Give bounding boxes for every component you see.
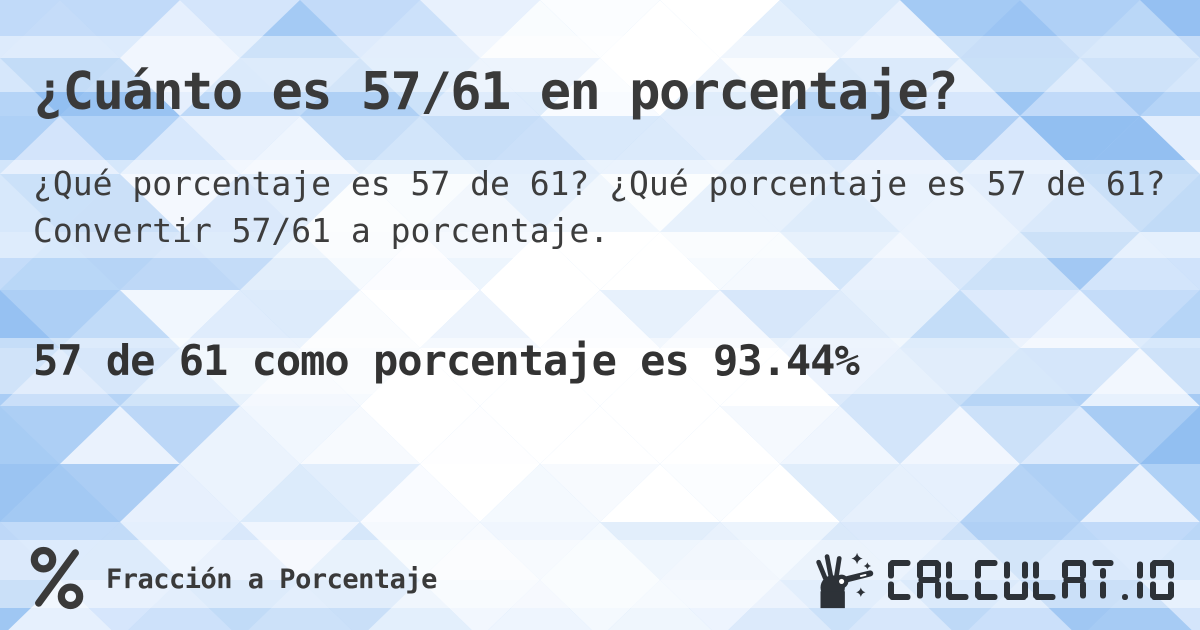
highlight-band-footer bbox=[0, 540, 1200, 608]
percent-icon bbox=[30, 546, 84, 610]
category-badge: Fracción a Porcentaje bbox=[30, 542, 437, 614]
magic-wand-hand-icon bbox=[816, 552, 874, 609]
description: ¿Qué porcentaje es 57 de 61? ¿Qué porcen… bbox=[33, 160, 1193, 254]
highlight-band-title bbox=[0, 36, 1200, 92]
category-label: Fracción a Porcentaje bbox=[106, 563, 437, 595]
page-title: ¿Cuánto es 57/61 en porcentaje? bbox=[33, 61, 959, 122]
brand-logo bbox=[812, 549, 1174, 611]
result-text: 57 de 61 como porcentaje es 93.44% bbox=[33, 336, 860, 385]
highlight-band-result bbox=[0, 338, 1200, 394]
description-line: ¿Qué porcentaje es 57 de 61? ¿Qué porcen… bbox=[33, 164, 1166, 203]
highlight-band-description bbox=[0, 160, 1200, 258]
brand-wordmark bbox=[888, 560, 1174, 600]
description-line: Convertir 57/61 a porcentaje. bbox=[33, 211, 610, 250]
